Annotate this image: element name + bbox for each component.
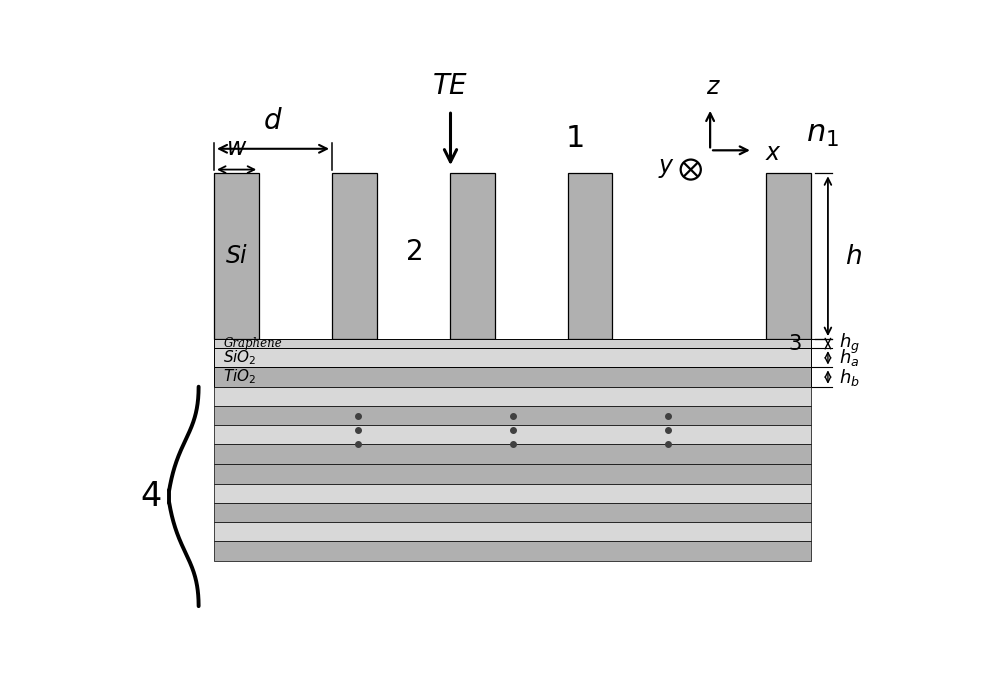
Text: $w$: $w$	[226, 136, 247, 160]
Bar	[214, 406, 811, 425]
Text: $x$: $x$	[765, 142, 782, 165]
Bar	[214, 522, 811, 541]
Text: $h_g$: $h_g$	[839, 332, 860, 356]
Text: $d$: $d$	[263, 108, 283, 135]
Bar	[568, 173, 612, 339]
Text: $TE$: $TE$	[432, 72, 469, 100]
Text: $2$: $2$	[405, 239, 422, 266]
Text: $TiO_2$: $TiO_2$	[223, 367, 257, 387]
Text: $h_a$: $h_a$	[839, 347, 859, 368]
Text: $SiO_2$: $SiO_2$	[223, 349, 257, 367]
Bar	[214, 348, 811, 367]
Text: $1$: $1$	[565, 123, 584, 154]
Text: $Si$: $Si$	[225, 244, 248, 268]
Text: Graphene: Graphene	[223, 337, 282, 350]
Bar	[214, 464, 811, 484]
Bar	[214, 367, 811, 387]
Bar	[214, 484, 811, 503]
Bar	[214, 503, 811, 522]
Text: $z$: $z$	[706, 75, 721, 99]
Text: $h$: $h$	[845, 244, 862, 269]
Bar	[214, 339, 811, 348]
Bar	[214, 387, 811, 406]
Bar	[332, 173, 377, 339]
Text: $h_b$: $h_b$	[839, 367, 860, 387]
Text: $y$: $y$	[658, 156, 675, 180]
Text: $n_1$: $n_1$	[806, 118, 839, 149]
Bar	[214, 173, 259, 339]
Text: $4$: $4$	[140, 480, 161, 513]
Bar	[214, 444, 811, 464]
Text: $3$: $3$	[788, 334, 802, 354]
Bar	[450, 173, 495, 339]
Bar	[766, 173, 811, 339]
Bar	[214, 541, 811, 561]
Bar	[214, 425, 811, 444]
